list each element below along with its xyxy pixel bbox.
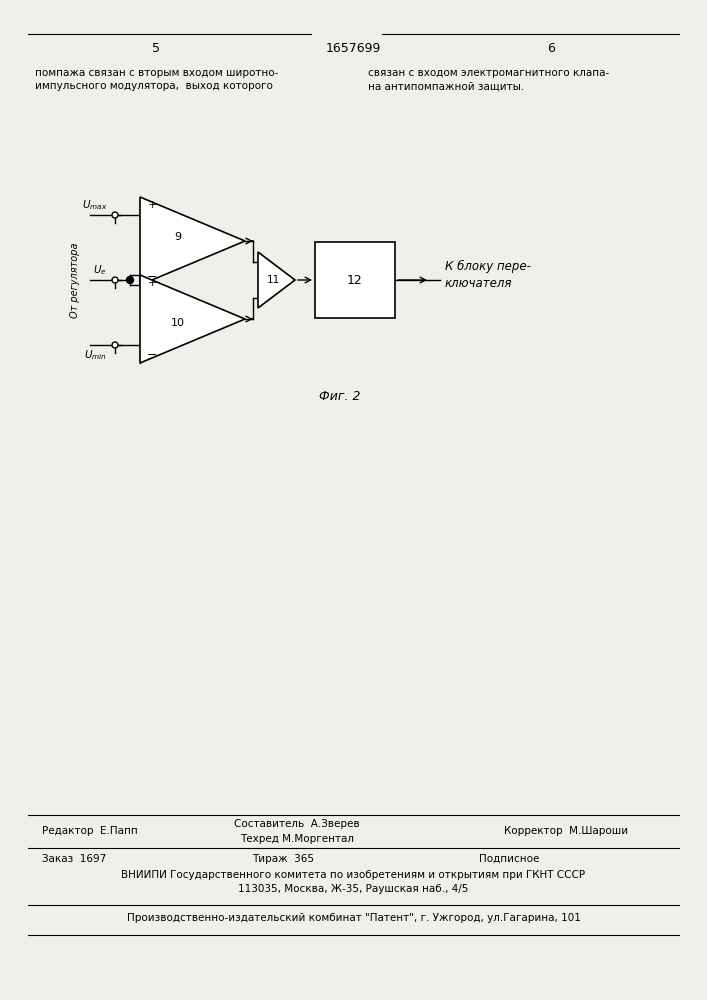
Text: +: + [147,278,157,288]
Text: $U_e$: $U_e$ [93,263,107,277]
Text: 113035, Москва, Ж-35, Раушская наб., 4/5: 113035, Москва, Ж-35, Раушская наб., 4/5 [238,884,469,894]
Text: Корректор  М.Шароши: Корректор М.Шароши [503,826,628,836]
Circle shape [127,276,134,284]
Circle shape [112,212,118,218]
Text: 5: 5 [151,42,160,55]
Text: Производственно-издательский комбинат "Патент", г. Ужгород, ул.Гагарина, 101: Производственно-издательский комбинат "П… [127,913,580,923]
Text: 6: 6 [547,42,556,55]
Circle shape [112,342,118,348]
Text: 9: 9 [175,232,182,242]
Text: Фиг. 2: Фиг. 2 [320,390,361,403]
Text: +: + [147,200,157,210]
Circle shape [112,277,118,283]
Text: Составитель  А.Зверев: Составитель А.Зверев [234,819,360,829]
Text: $U_{max}$: $U_{max}$ [81,198,107,212]
Text: $U_{min}$: $U_{min}$ [84,348,107,362]
Text: −: − [147,270,157,284]
Text: Заказ  1697: Заказ 1697 [42,854,107,864]
Text: Подписное: Подписное [479,854,539,864]
Text: Редактор  Е.Папп: Редактор Е.Папп [42,826,138,836]
Polygon shape [140,197,245,285]
Text: Тираж  365: Тираж 365 [252,854,314,864]
Polygon shape [258,252,295,308]
Text: От регулятора: От регулятора [70,242,80,318]
Text: 12: 12 [347,273,363,286]
Text: К блоку пере-
ключателя: К блоку пере- ключателя [445,260,531,290]
Text: ВНИИПИ Государственного комитета по изобретениям и открытиям при ГКНТ СССР: ВНИИПИ Государственного комитета по изоб… [122,870,585,880]
Text: помпажа связан с вторым входом широтно-
импульсного модулятора,  выход которого: помпажа связан с вторым входом широтно- … [35,68,279,91]
Bar [315,242,395,318]
Text: −: − [147,349,157,361]
Text: 1657699: 1657699 [326,42,381,55]
Text: связан с входом электромагнитного клапа-
на антипомпажной защиты.: связан с входом электромагнитного клапа-… [368,68,609,91]
Text: 11: 11 [267,275,280,285]
Text: Техред М.Моргентал: Техред М.Моргентал [240,834,354,844]
Polygon shape [140,275,245,363]
Text: 10: 10 [171,318,185,328]
